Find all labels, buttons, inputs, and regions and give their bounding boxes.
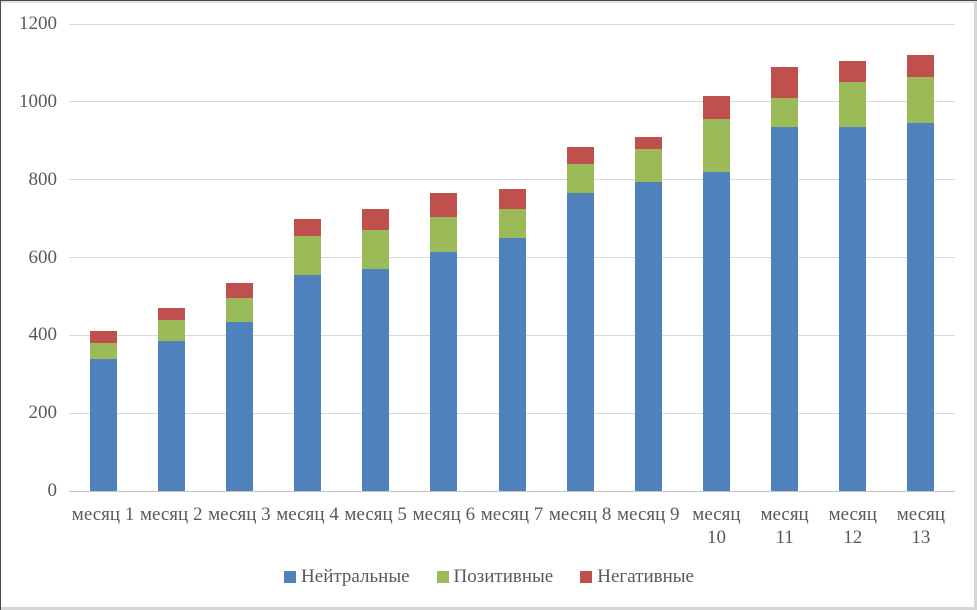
gridline-1200 (69, 23, 955, 25)
bar-segment-neutral-month-9 (634, 181, 662, 491)
bar-segment-positive-month-9 (634, 148, 662, 182)
y-axis-label-200: 200 (28, 402, 58, 424)
x-axis-label-month-5: месяц 5 (344, 504, 407, 525)
bar-segment-positive-month-7 (498, 208, 526, 239)
legend-item-positive: Позитивные (436, 566, 554, 588)
x-axis-label-month-2: месяц 2 (139, 504, 203, 525)
bar-segment-positive-month-10 (702, 119, 730, 172)
y-axis-label-600: 600 (28, 246, 58, 268)
bar-segment-negative-month-1 (89, 331, 117, 344)
bar-segment-neutral-month-2 (157, 341, 185, 491)
bar-month-13 (907, 24, 935, 491)
bar-segment-positive-month-2 (157, 319, 185, 342)
x-axis-label-month-1: месяц 1 (71, 504, 135, 525)
y-axis-label-1000: 1000 (19, 90, 57, 112)
plot-area (69, 23, 955, 492)
bar-month-1 (89, 24, 117, 491)
x-axis-label-month-13: месяц 13 (896, 504, 946, 548)
bar-segment-neutral-month-5 (362, 269, 390, 491)
bar-segment-positive-month-13 (907, 76, 935, 124)
legend-swatch-positive (436, 571, 449, 583)
legend-label-neutral: Нейтральные (301, 566, 410, 587)
bar-month-10 (702, 24, 730, 491)
bar-segment-neutral-month-12 (839, 127, 867, 491)
bar-segment-neutral-month-11 (771, 127, 799, 491)
bar-segment-neutral-month-13 (907, 123, 935, 491)
x-axis-label-month-12: месяц 12 (828, 504, 877, 548)
bar-segment-positive-month-11 (771, 97, 799, 128)
x-axis-label-month-4: месяц 4 (276, 504, 339, 525)
gridline-0 (69, 490, 955, 492)
bar-segment-negative-month-5 (362, 208, 390, 231)
x-axis-label-month-10: месяц 10 (692, 504, 741, 548)
bar-month-7 (498, 24, 526, 491)
bar-segment-negative-month-2 (157, 308, 185, 320)
bar-segment-negative-month-4 (294, 218, 322, 237)
legend-swatch-negative (580, 571, 593, 583)
bar-month-11 (771, 24, 799, 491)
legend-label-positive: Позитивные (453, 566, 554, 587)
y-axis-label-800: 800 (28, 168, 58, 190)
bar-month-3 (225, 24, 253, 491)
y-axis-label-1200: 1200 (19, 13, 57, 34)
bar-segment-neutral-month-7 (498, 238, 526, 491)
legend: Нейтральные Позитивные Негативные (1, 566, 977, 588)
x-axis-label-month-9: месяц 9 (617, 504, 680, 525)
bar-month-8 (566, 24, 594, 491)
x-axis-label-month-7: месяц 7 (480, 504, 544, 525)
bar-segment-neutral-month-6 (430, 251, 458, 491)
bar-segment-positive-month-3 (225, 298, 253, 322)
bar-segment-positive-month-1 (89, 343, 117, 359)
x-axis-label-month-11: месяц 11 (760, 504, 809, 548)
bar-month-5 (362, 24, 390, 491)
bar-month-6 (430, 24, 458, 491)
bar-segment-positive-month-8 (566, 164, 594, 194)
bar-segment-negative-month-13 (907, 55, 935, 77)
bar-segment-negative-month-9 (634, 136, 662, 149)
x-axis-label-month-8: месяц 8 (548, 504, 612, 525)
legend-item-neutral: Нейтральные (284, 566, 410, 588)
bar-segment-negative-month-6 (430, 193, 458, 217)
gridline-1000 (69, 101, 955, 103)
bar-segment-negative-month-12 (839, 60, 867, 83)
bar-segment-negative-month-7 (498, 189, 526, 209)
bar-segment-positive-month-4 (294, 236, 322, 276)
x-axis-label-month-6: месяц 6 (412, 504, 476, 525)
bar-segment-neutral-month-10 (702, 171, 730, 491)
legend-label-negative: Негативные (597, 566, 694, 587)
bar-segment-negative-month-10 (702, 96, 730, 120)
bar-month-4 (294, 24, 322, 491)
x-axis-label-month-3: месяц 3 (208, 504, 271, 525)
legend-swatch-neutral (284, 571, 297, 583)
y-axis-label-400: 400 (28, 324, 58, 346)
bar-month-9 (634, 24, 662, 491)
bar-segment-positive-month-5 (362, 230, 390, 270)
bar-segment-neutral-month-4 (294, 275, 322, 491)
bar-month-2 (157, 24, 185, 491)
bar-segment-neutral-month-1 (89, 358, 117, 491)
bar-segment-negative-month-3 (225, 282, 253, 299)
bar-segment-neutral-month-8 (566, 193, 594, 491)
bar-segment-negative-month-11 (771, 66, 799, 98)
legend-item-negative: Негативные (580, 566, 694, 588)
bar-segment-positive-month-6 (430, 216, 458, 252)
gridline-800 (69, 179, 955, 181)
y-axis-label-0: 0 (47, 480, 58, 501)
bar-segment-neutral-month-3 (225, 321, 253, 491)
bar-segment-negative-month-8 (566, 146, 594, 165)
bar-segment-positive-month-12 (839, 82, 867, 128)
bar-month-12 (839, 24, 867, 491)
